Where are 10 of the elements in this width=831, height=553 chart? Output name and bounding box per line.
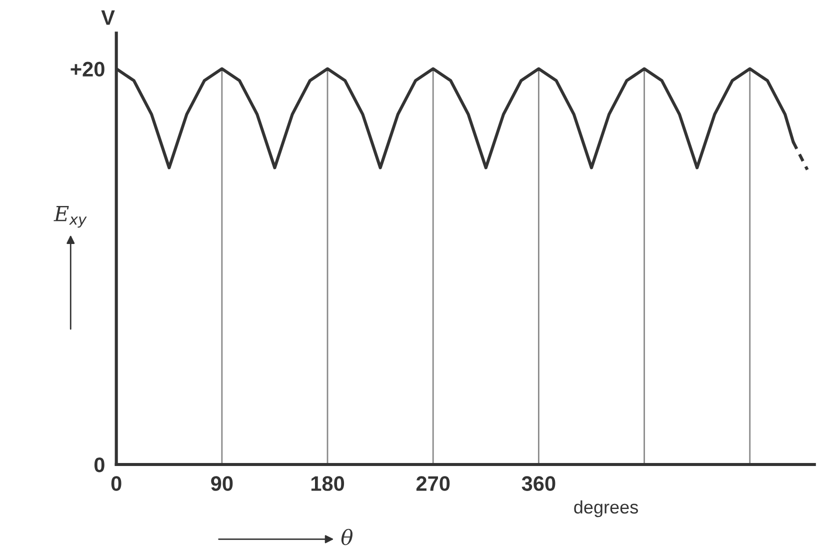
text: degrees [574, 500, 638, 518]
x-tick-label: 90 [211, 476, 233, 491]
x-tick-label: 270 [416, 476, 450, 491]
x-tick-label: 360 [522, 476, 556, 491]
y-tick-label: +20 [70, 62, 104, 77]
x-axis-title: θ [341, 528, 352, 546]
text: V [101, 10, 115, 25]
x-tick-label: 0 [111, 476, 122, 491]
y-axis-title: E$_{xy}$ [54, 206, 87, 228]
x-tick-label: 180 [311, 476, 344, 491]
